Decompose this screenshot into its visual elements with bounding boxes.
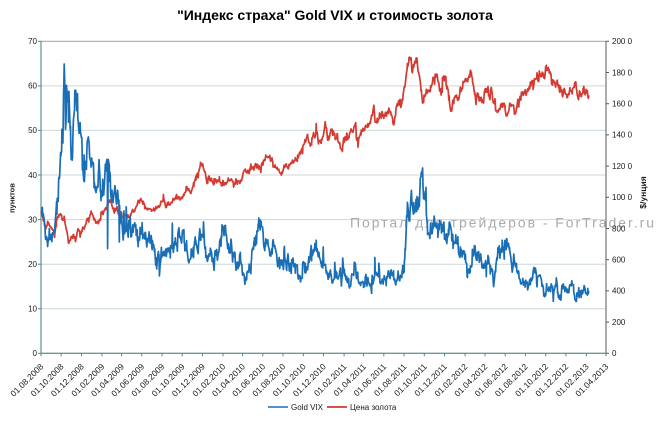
- svg-text:70: 70: [28, 37, 37, 46]
- svg-text:200 0: 200 0: [612, 37, 633, 46]
- svg-text:10: 10: [28, 305, 37, 314]
- svg-text:160 0: 160 0: [612, 100, 633, 109]
- svg-text:Цена золота: Цена золота: [350, 403, 397, 412]
- svg-text:800: 800: [612, 224, 626, 233]
- svg-text:180 0: 180 0: [612, 68, 633, 77]
- svg-text:$/унция: $/унция: [638, 176, 648, 208]
- svg-text:Портал для трейдеров - ForTrad: Портал для трейдеров - ForTrader.ru: [350, 215, 656, 231]
- svg-text:40: 40: [28, 171, 37, 180]
- svg-text:Gold VIX: Gold VIX: [291, 403, 324, 412]
- svg-text:200: 200: [612, 318, 626, 327]
- svg-text:100 0: 100 0: [612, 193, 633, 202]
- svg-text:120 0: 120 0: [612, 162, 633, 171]
- svg-text:140 0: 140 0: [612, 131, 633, 140]
- svg-text:600: 600: [612, 256, 626, 265]
- svg-text:20: 20: [28, 260, 37, 269]
- svg-text:0: 0: [33, 349, 38, 358]
- svg-text:60: 60: [28, 82, 37, 91]
- svg-text:50: 50: [28, 126, 37, 135]
- svg-text:0: 0: [612, 349, 617, 358]
- svg-text:"Индекс страха" Gold VIX и сто: "Индекс страха" Gold VIX и стоимость зол…: [177, 7, 493, 23]
- svg-text:400: 400: [612, 287, 626, 296]
- svg-text:30: 30: [28, 215, 37, 224]
- svg-text:пунктов: пунктов: [8, 183, 17, 213]
